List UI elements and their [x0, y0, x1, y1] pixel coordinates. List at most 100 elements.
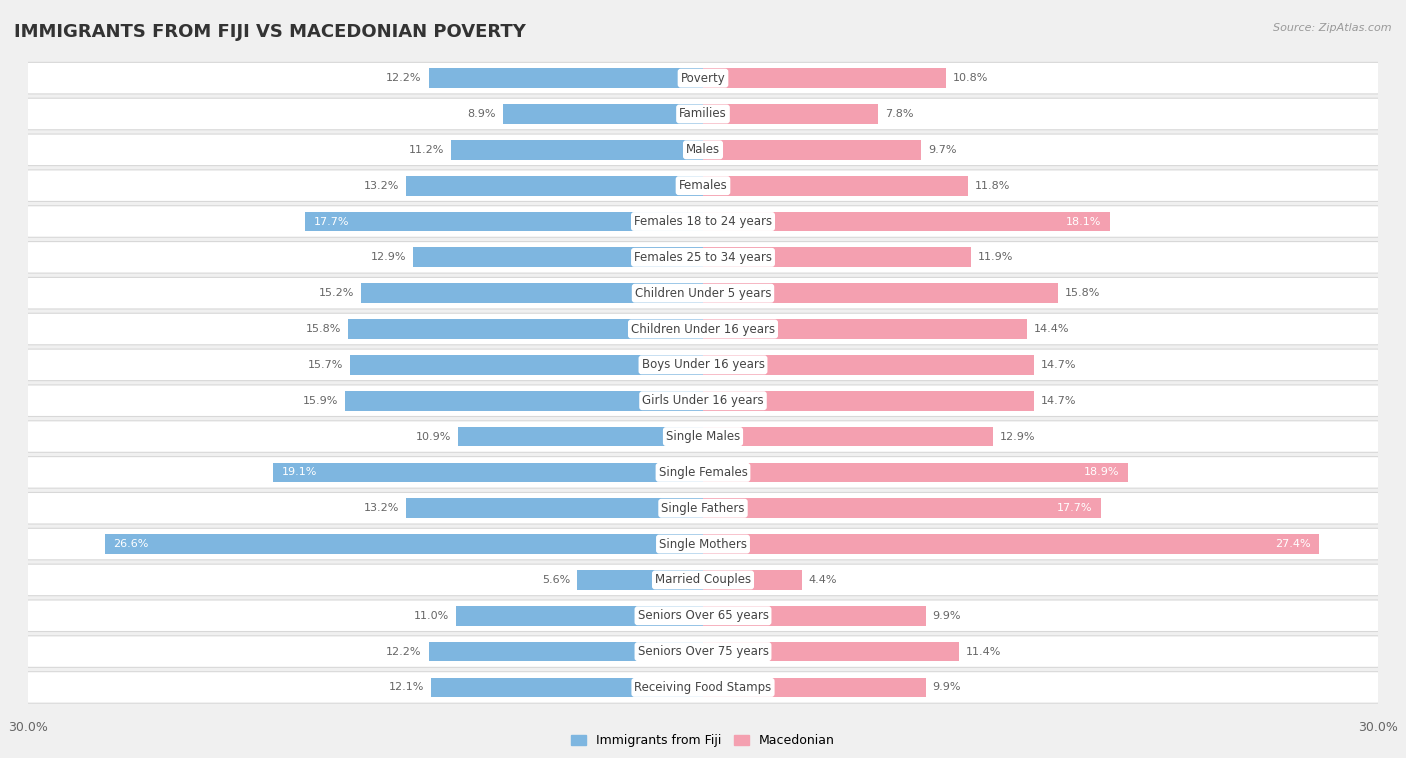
- Text: 8.9%: 8.9%: [468, 109, 496, 119]
- Text: 26.6%: 26.6%: [114, 539, 149, 549]
- Bar: [703, 176, 969, 196]
- Text: 11.0%: 11.0%: [413, 611, 449, 621]
- FancyBboxPatch shape: [28, 99, 1378, 130]
- Text: 27.4%: 27.4%: [1275, 539, 1310, 549]
- Text: Females 18 to 24 years: Females 18 to 24 years: [634, 215, 772, 228]
- FancyBboxPatch shape: [28, 636, 1378, 667]
- FancyBboxPatch shape: [28, 600, 1378, 631]
- Text: Single Females: Single Females: [658, 466, 748, 479]
- Legend: Immigrants from Fiji, Macedonian: Immigrants from Fiji, Macedonian: [567, 729, 839, 753]
- Bar: [413, 248, 703, 268]
- Text: Seniors Over 65 years: Seniors Over 65 years: [637, 609, 769, 622]
- Bar: [703, 606, 925, 625]
- Bar: [703, 498, 1101, 518]
- Text: 4.4%: 4.4%: [808, 575, 837, 585]
- Bar: [703, 211, 1111, 231]
- Bar: [451, 140, 703, 160]
- Text: 5.6%: 5.6%: [543, 575, 571, 585]
- FancyBboxPatch shape: [28, 62, 1378, 94]
- FancyBboxPatch shape: [28, 277, 1378, 309]
- Text: 14.4%: 14.4%: [1033, 324, 1069, 334]
- Bar: [703, 462, 1128, 482]
- FancyBboxPatch shape: [28, 456, 1378, 488]
- Bar: [350, 355, 703, 374]
- Text: Married Couples: Married Couples: [655, 573, 751, 587]
- Text: 7.8%: 7.8%: [886, 109, 914, 119]
- Text: 11.9%: 11.9%: [977, 252, 1012, 262]
- Bar: [703, 140, 921, 160]
- Bar: [503, 104, 703, 124]
- Bar: [703, 678, 925, 697]
- Text: 13.2%: 13.2%: [364, 180, 399, 191]
- Text: Girls Under 16 years: Girls Under 16 years: [643, 394, 763, 407]
- Text: 19.1%: 19.1%: [283, 468, 318, 478]
- Text: Poverty: Poverty: [681, 72, 725, 85]
- FancyBboxPatch shape: [28, 242, 1378, 273]
- Bar: [703, 355, 1033, 374]
- Text: Families: Families: [679, 108, 727, 121]
- Bar: [703, 391, 1033, 411]
- Text: 13.2%: 13.2%: [364, 503, 399, 513]
- FancyBboxPatch shape: [28, 493, 1378, 524]
- Text: 15.9%: 15.9%: [304, 396, 339, 406]
- Bar: [576, 570, 703, 590]
- Bar: [456, 606, 703, 625]
- Bar: [703, 248, 970, 268]
- FancyBboxPatch shape: [28, 205, 1378, 237]
- Text: 9.7%: 9.7%: [928, 145, 956, 155]
- Bar: [703, 534, 1319, 554]
- Text: Children Under 5 years: Children Under 5 years: [634, 287, 772, 299]
- Text: 9.9%: 9.9%: [932, 611, 960, 621]
- FancyBboxPatch shape: [28, 170, 1378, 202]
- Text: 15.7%: 15.7%: [308, 360, 343, 370]
- Bar: [429, 642, 703, 662]
- FancyBboxPatch shape: [28, 385, 1378, 416]
- FancyBboxPatch shape: [28, 564, 1378, 596]
- Text: 10.8%: 10.8%: [953, 74, 988, 83]
- Text: Children Under 16 years: Children Under 16 years: [631, 323, 775, 336]
- Text: 9.9%: 9.9%: [932, 682, 960, 692]
- Text: 15.8%: 15.8%: [1066, 288, 1101, 298]
- Text: Boys Under 16 years: Boys Under 16 years: [641, 359, 765, 371]
- Bar: [458, 427, 703, 446]
- Text: 15.2%: 15.2%: [319, 288, 354, 298]
- Bar: [703, 104, 879, 124]
- Text: Single Males: Single Males: [666, 430, 740, 443]
- Bar: [305, 211, 703, 231]
- Bar: [347, 319, 703, 339]
- Text: Single Mothers: Single Mothers: [659, 537, 747, 550]
- Bar: [406, 498, 703, 518]
- FancyBboxPatch shape: [28, 528, 1378, 560]
- Text: 10.9%: 10.9%: [416, 431, 451, 442]
- Text: Males: Males: [686, 143, 720, 156]
- FancyBboxPatch shape: [28, 421, 1378, 453]
- Text: 12.9%: 12.9%: [371, 252, 406, 262]
- Bar: [703, 283, 1059, 303]
- Text: 18.1%: 18.1%: [1066, 217, 1101, 227]
- Text: Receiving Food Stamps: Receiving Food Stamps: [634, 681, 772, 694]
- Text: Source: ZipAtlas.com: Source: ZipAtlas.com: [1274, 23, 1392, 33]
- Bar: [361, 283, 703, 303]
- Text: 18.9%: 18.9%: [1084, 468, 1119, 478]
- Text: 11.8%: 11.8%: [976, 180, 1011, 191]
- Text: 12.2%: 12.2%: [387, 74, 422, 83]
- Text: 11.4%: 11.4%: [966, 647, 1001, 656]
- Text: 17.7%: 17.7%: [1057, 503, 1092, 513]
- Text: IMMIGRANTS FROM FIJI VS MACEDONIAN POVERTY: IMMIGRANTS FROM FIJI VS MACEDONIAN POVER…: [14, 23, 526, 41]
- Bar: [430, 678, 703, 697]
- Bar: [703, 319, 1026, 339]
- FancyBboxPatch shape: [28, 672, 1378, 703]
- Text: Females 25 to 34 years: Females 25 to 34 years: [634, 251, 772, 264]
- FancyBboxPatch shape: [28, 313, 1378, 345]
- Text: 14.7%: 14.7%: [1040, 396, 1076, 406]
- Bar: [429, 68, 703, 88]
- Bar: [346, 391, 703, 411]
- FancyBboxPatch shape: [28, 349, 1378, 381]
- Text: 14.7%: 14.7%: [1040, 360, 1076, 370]
- Text: 12.1%: 12.1%: [388, 682, 425, 692]
- Text: Seniors Over 75 years: Seniors Over 75 years: [637, 645, 769, 658]
- Text: 12.2%: 12.2%: [387, 647, 422, 656]
- Bar: [273, 462, 703, 482]
- Bar: [703, 68, 946, 88]
- Bar: [406, 176, 703, 196]
